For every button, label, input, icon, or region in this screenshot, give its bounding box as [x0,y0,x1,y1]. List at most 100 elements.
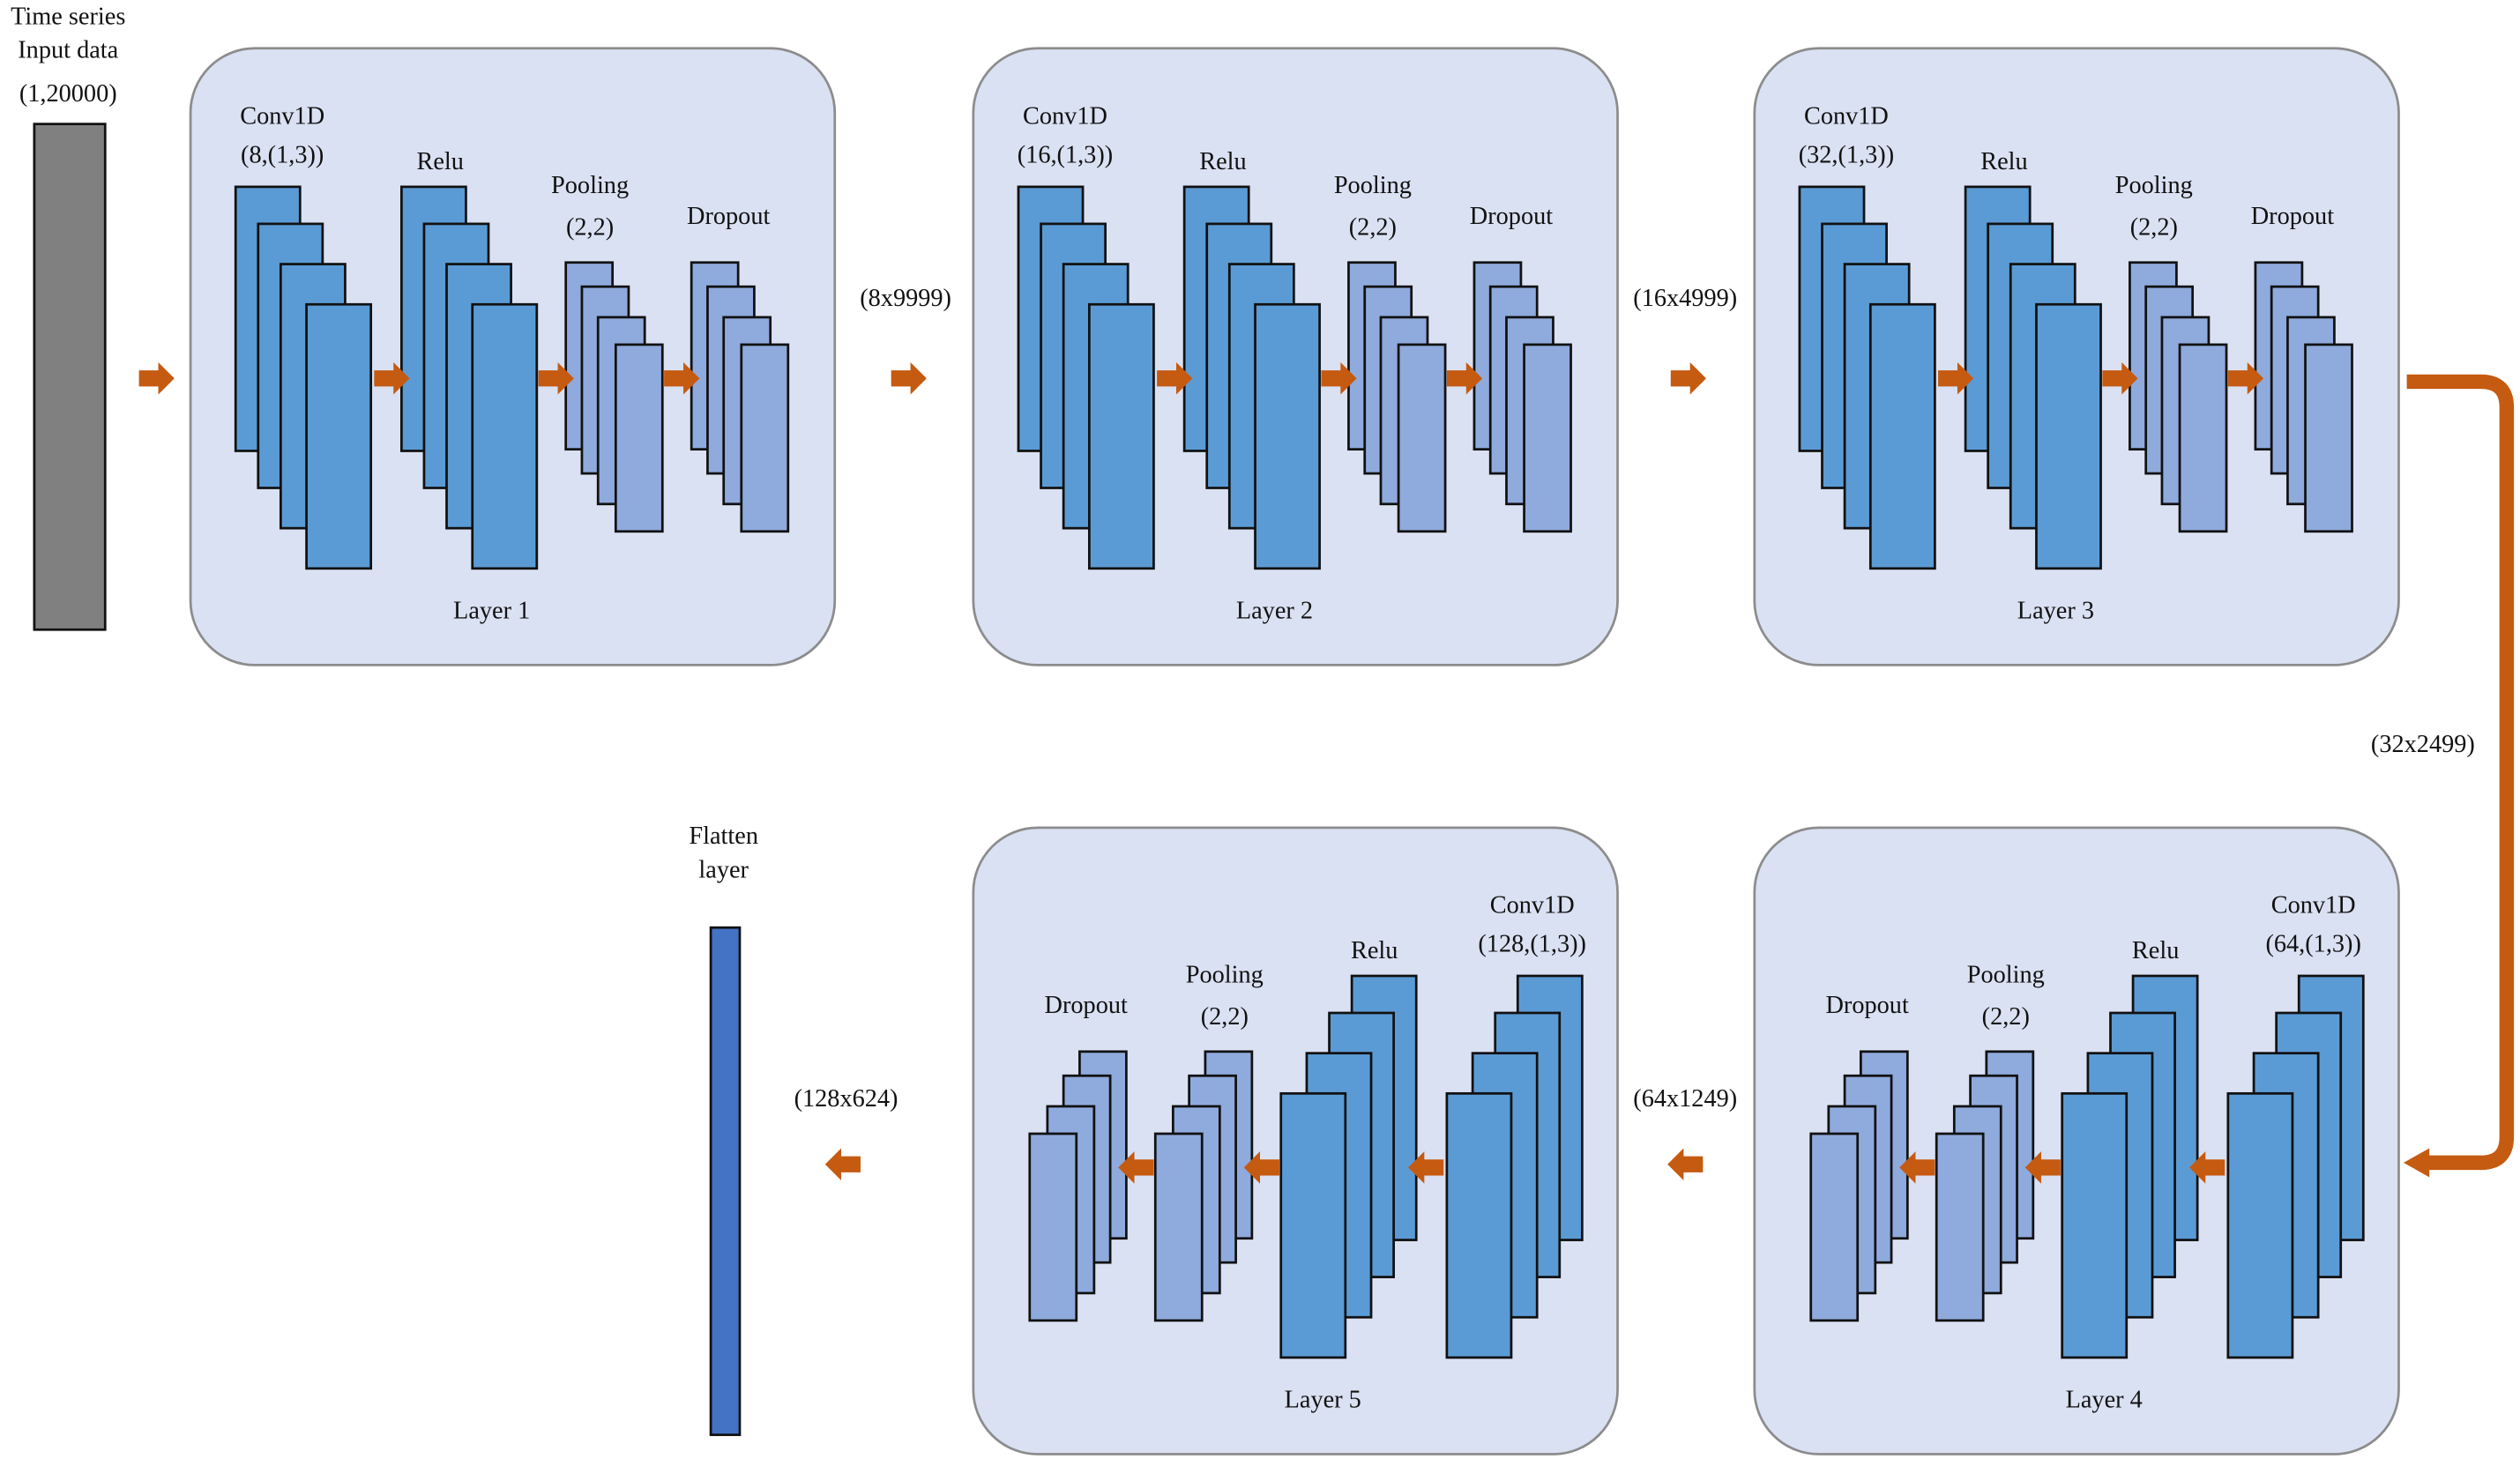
relu-feature-map-4 [2035,302,2102,570]
flatten-layer-bar [709,926,742,1436]
layer-1-conv-label: Conv1D [240,103,324,130]
layer-3-name-label: Layer 3 [2017,597,2094,624]
relu-feature-maps [2061,974,2199,1359]
layer4-to-layer5-arrow [1667,1148,1704,1180]
layer-1-pooling-params-label: (2,2) [566,214,614,242]
layer-5-conv-label: Conv1D [1490,892,1575,919]
layer-1-block: Conv1D (8,(1,3)) Relu Pooling (2,2) Dropout La… [189,47,837,666]
shape-label-4: (64x1249) [1633,1085,1737,1113]
layer-5-conv-params-label: (128,(1,3)) [1478,931,1586,958]
dropout-feature-maps [1028,1050,1128,1322]
layer-3-conv-label: Conv1D [1804,103,1889,130]
layer-3-block: Conv1D (32,(1,3)) Relu Pooling (2,2) Dropout L… [1753,47,2400,666]
layer-3-conv-params-label: (32,(1,3)) [1799,141,1894,168]
pooling-feature-maps [2129,261,2228,533]
dropout-feature-map-4 [2304,343,2353,533]
layer-5-name-label: Layer 5 [1285,1387,1361,1414]
inner-flow-arrow-2 [1243,1151,1279,1184]
layer-4-relu-label: Relu [2132,937,2179,964]
flatten-label-line2: layer [698,857,749,884]
pooling-feature-map-4 [2178,343,2228,533]
flatten-label-line1: Flatten [689,823,758,850]
layer-4-pooling-label: Pooling [1967,961,2045,988]
relu-feature-map-4 [1254,302,1321,570]
relu-feature-maps [1964,185,2102,570]
flatten-block: Flatten layer [689,823,758,1436]
inner-flow-arrow-2 [2024,1151,2061,1184]
layer-3-dropout-label: Dropout [2251,203,2334,230]
inner-flow-arrow-3 [1118,1151,1154,1184]
layer-1-pooling-label: Pooling [551,172,629,199]
layer-4-block: Conv1D (64,(1,3)) Relu Pooling (2,2) Dropout L… [1753,826,2400,1455]
pooling-feature-maps [564,261,664,533]
relu-feature-map-4 [471,302,539,570]
shape-label-1: (8x9999) [860,285,951,312]
dropout-feature-map-4 [1028,1132,1078,1322]
shape-label-3: (32x2499) [2371,731,2475,758]
pooling-feature-map-4 [1935,1132,1985,1322]
layer-2-pooling-label: Pooling [1334,172,1412,199]
dropout-feature-maps [690,261,790,533]
layer-2-conv-params-label: (16,(1,3)) [1018,141,1113,168]
layer-4-dropout-label: Dropout [1826,992,1909,1019]
dropout-feature-map-4 [740,343,790,533]
input-label-line1: Time series [11,3,125,30]
relu-feature-maps [1279,974,1418,1359]
layer-5-block: Conv1D (128,(1,3)) Relu Pooling (2,2) Dropout… [972,826,1619,1455]
layer-4-conv-params-label: (64,(1,3)) [2265,931,2360,958]
pooling-feature-maps [1347,261,1447,533]
layer-1-conv-params-label: (8,(1,3)) [241,141,324,168]
layer2-to-layer3-arrow [1670,362,1706,395]
layer-1-dropout-label: Dropout [687,203,770,230]
layer5-to-flatten-arrow [824,1148,861,1180]
input-data-bar [33,123,107,631]
layer-1-relu-label: Relu [416,148,463,175]
pooling-feature-map-4 [1153,1132,1204,1322]
layer-3-pooling-params-label: (2,2) [2130,214,2178,242]
layer-4-name-label: Layer 4 [2066,1387,2143,1414]
layer1-to-layer2-arrow [891,362,927,395]
relu-feature-map-4 [2061,1091,2129,1359]
layer-4-pooling-params-label: (2,2) [1982,1003,2030,1031]
layer-2-conv-label: Conv1D [1023,103,1107,130]
conv-feature-map-4 [1868,302,1936,570]
inner-flow-arrow-3 [1899,1151,1935,1184]
conv-feature-maps [1017,185,1155,570]
layer-1-name-label: Layer 1 [453,597,530,624]
layer-2-relu-label: Relu [1199,148,1246,175]
conv-feature-maps [1445,974,1584,1359]
dropout-feature-maps [1472,261,1572,533]
conv-feature-maps [234,185,373,570]
layer-2-pooling-params-label: (2,2) [1349,214,1397,242]
layer-3-relu-label: Relu [1980,148,2027,175]
dropout-feature-map-4 [1523,343,1572,533]
connector-arrowhead [2403,1148,2430,1178]
input-block: Time series Input data (1,20000) [11,3,125,631]
relu-feature-maps [399,185,539,570]
layer-2-block: Conv1D (16,(1,3)) Relu Pooling (2,2) Dropout L… [972,47,1619,666]
relu-feature-maps [1182,185,1321,570]
layer-5-dropout-label: Dropout [1045,992,1128,1019]
input-to-layer1-arrow [138,362,175,395]
layers: Conv1D (8,(1,3)) Relu Pooling (2,2) Dropout La… [189,47,2400,1455]
conv-feature-map-4 [305,302,373,570]
layer-5-pooling-params-label: (2,2) [1201,1003,1249,1031]
input-label-line2: Input data [18,37,118,64]
input-shape-label: (1,20000) [19,80,117,108]
shape-label-2: (16x4999) [1633,285,1737,312]
layer-3-pooling-label: Pooling [2115,172,2193,199]
relu-feature-map-4 [1279,1091,1347,1359]
inner-flow-arrow-1 [2189,1151,2226,1184]
pooling-feature-maps [1935,1050,2035,1322]
shape-label-5: (128x624) [794,1085,898,1113]
layer-2-name-label: Layer 2 [1236,597,1313,624]
inner-flow-arrow-1 [1408,1151,1444,1184]
pooling-feature-map-4 [1397,343,1447,533]
layer-2-dropout-label: Dropout [1470,203,1553,230]
conv-feature-map-4 [1087,302,1155,570]
conv-feature-maps [1798,185,1936,570]
conv-feature-maps [2226,974,2365,1359]
pooling-feature-map-4 [614,343,664,533]
layer-4-conv-label: Conv1D [2271,892,2356,919]
